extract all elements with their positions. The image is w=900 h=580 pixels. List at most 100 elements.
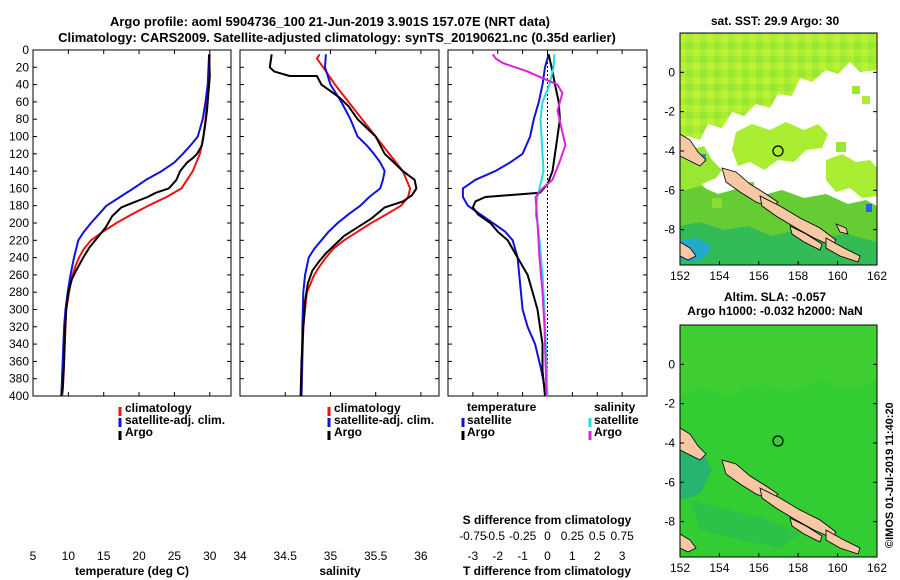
s-diff-tick-label: 0.25 xyxy=(561,529,585,543)
s-diff-tick-label: -0.25 xyxy=(509,529,537,543)
sla-map-subtitle: Argo h1000: -0.032 h2000: NaN xyxy=(687,304,862,318)
x-tick-label: 0 xyxy=(544,549,551,563)
lon-tick-label: 158 xyxy=(788,269,808,283)
lat-tick-label: -2 xyxy=(664,105,675,119)
lat-tick-label: -6 xyxy=(664,475,675,489)
lon-tick-label: 152 xyxy=(670,269,690,283)
legend-satellite: satellite-adj. clim. xyxy=(125,413,225,427)
sst-map xyxy=(680,33,877,265)
legend-argo: Argo xyxy=(334,425,362,439)
x-tick-label: 36 xyxy=(414,549,428,563)
depth-tick-label: 140 xyxy=(9,164,29,178)
s-diff-tick-label: 0 xyxy=(544,529,551,543)
depth-tick-label: 180 xyxy=(9,199,29,213)
x-tick-label: 30 xyxy=(203,549,217,563)
depth-tick-label: 320 xyxy=(9,320,29,334)
legend-s-satellite: satellite xyxy=(594,413,639,427)
sla-map-title: Altim. SLA: -0.057 xyxy=(724,290,826,304)
depth-tick-label: 40 xyxy=(16,78,30,92)
sla-argo-marker xyxy=(772,435,784,447)
s-difference-x-ticks: -0.75-0.5 -0.25 0 0.25 0.5 0.75 xyxy=(459,529,634,543)
sst-map-title: sat. SST: 29.9 Argo: 30 xyxy=(711,14,840,28)
lat-tick-label: -8 xyxy=(664,223,675,237)
sla-map-ticks: 152 154 156 158 160 162 0 -2 -4 -6 -8 xyxy=(664,357,887,575)
series-line-climatology xyxy=(300,53,412,397)
x-tick-label: -1 xyxy=(517,549,528,563)
x-tick-label: 5 xyxy=(30,549,37,563)
depth-tick-label: 80 xyxy=(16,112,30,126)
series-line-argo xyxy=(60,54,211,397)
series-line-satellite-adj-clim- xyxy=(300,54,386,397)
figure-title-line2: Climatology: CARS2009. Satellite-adjuste… xyxy=(58,30,616,45)
x-tick-label: 35 xyxy=(324,549,338,563)
difference-series xyxy=(461,53,567,397)
depth-tick-label: 20 xyxy=(16,60,30,74)
t-difference-x-ticks: -3 -2 -1 0 1 2 3 xyxy=(468,50,626,563)
imos-credit: ©IMOS 01-Jul-2019 11:40:20 xyxy=(884,402,896,548)
lat-tick-label: -4 xyxy=(664,436,675,450)
depth-tick-label: 220 xyxy=(9,233,29,247)
sst-map-frame xyxy=(679,32,878,266)
lon-tick-label: 156 xyxy=(749,561,769,575)
salinity-xlabel: salinity xyxy=(319,564,361,578)
s-difference-xlabel: S difference from climatology xyxy=(463,513,632,527)
lat-tick-label: -8 xyxy=(664,515,675,529)
lat-tick-label: -6 xyxy=(664,183,675,197)
depth-tick-label: 360 xyxy=(9,354,29,368)
depth-axis: 0 20 40 60 80 100 120 140 160 180 200 220 240 260 280 3… xyxy=(9,43,647,403)
legend-s-argo: Argo xyxy=(594,425,622,439)
series-line-climatology xyxy=(61,54,211,397)
series-line-temperature-satellite xyxy=(461,54,550,397)
lon-tick-label: 160 xyxy=(828,561,848,575)
legend-salinity-heading: salinity xyxy=(594,400,636,414)
sla-map xyxy=(680,325,877,557)
x-tick-label: 2 xyxy=(594,549,601,563)
x-tick-label: 34.5 xyxy=(274,549,298,563)
depth-tick-label: 60 xyxy=(16,95,30,109)
temperature-xlabel: temperature (deg C) xyxy=(75,564,189,578)
x-tick-label: 25 xyxy=(168,549,182,563)
lon-tick-label: 162 xyxy=(867,561,887,575)
lat-tick-label: -4 xyxy=(664,144,675,158)
lon-tick-label: 156 xyxy=(749,269,769,283)
depth-tick-label: 100 xyxy=(9,130,29,144)
lat-tick-label: -2 xyxy=(664,397,675,411)
depth-tick-label: 0 xyxy=(22,43,29,57)
x-tick-label: 1 xyxy=(569,549,576,563)
legend-t-argo: Argo xyxy=(467,425,495,439)
salinity-x-ticks: 34 34.5 35 35.5 36 xyxy=(233,50,428,563)
x-tick-label: 15 xyxy=(97,549,111,563)
series-line-argo xyxy=(268,54,418,397)
lon-tick-label: 158 xyxy=(788,561,808,575)
sst-argo-marker xyxy=(772,145,784,157)
lat-tick-label: 0 xyxy=(668,65,675,79)
depth-tick-label: 260 xyxy=(9,268,29,282)
difference-legend: temperature satellite Argo salinity sate… xyxy=(461,400,639,440)
lon-tick-label: 154 xyxy=(709,561,729,575)
legend-temperature-heading: temperature xyxy=(467,400,537,414)
sla-map-frame xyxy=(679,324,878,558)
s-diff-tick-label: -0.5 xyxy=(484,529,505,543)
lon-tick-label: 160 xyxy=(828,269,848,283)
depth-tick-label: 280 xyxy=(9,285,29,299)
salinity-plot-frame xyxy=(239,49,440,397)
series-line-salinity-argo xyxy=(491,53,567,397)
legend-climatology: climatology xyxy=(334,401,401,415)
s-diff-tick-label: 0.5 xyxy=(589,529,606,543)
legend-climatology: climatology xyxy=(125,401,192,415)
series-line-satellite-adj-clim- xyxy=(60,54,211,397)
depth-tick-label: 340 xyxy=(9,337,29,351)
sst-land xyxy=(680,133,861,263)
s-diff-tick-label: -0.75 xyxy=(459,529,487,543)
x-tick-label: 3 xyxy=(619,549,626,563)
depth-tick-label: 120 xyxy=(9,147,29,161)
x-tick-label: -2 xyxy=(492,549,503,563)
lon-tick-label: 152 xyxy=(670,561,690,575)
x-tick-label: 20 xyxy=(132,549,146,563)
sst-map-ticks: 152 154 156 158 160 162 0 -2 -4 -6 -8 xyxy=(664,65,887,283)
temperature-legend: climatology satellite-adj. clim. Argo xyxy=(118,401,225,440)
figure-title-line1: Argo profile: aoml 5904736_100 21-Jun-20… xyxy=(110,14,550,29)
x-tick-label: 34 xyxy=(233,549,247,563)
